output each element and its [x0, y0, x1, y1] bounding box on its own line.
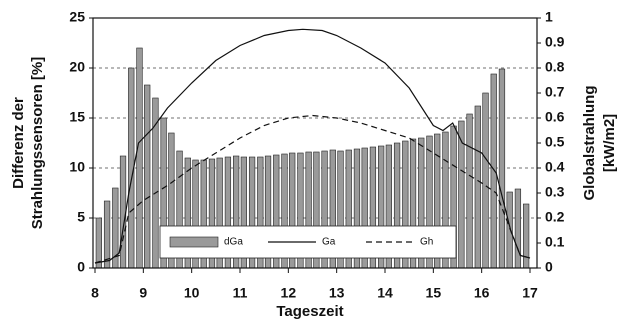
bar: [144, 84, 151, 269]
bar: [152, 97, 159, 269]
bar: [103, 200, 111, 269]
bar: [490, 73, 497, 269]
bar: [506, 191, 513, 269]
bar: [466, 113, 473, 269]
legend-label: Ga: [322, 237, 336, 248]
x-tick-label: 16: [474, 285, 490, 301]
y2-tick-label: 0.8: [545, 59, 565, 75]
y-tick-label: 15: [69, 109, 85, 125]
legend-label: Gh: [420, 237, 433, 248]
y-tick-label: 20: [69, 59, 85, 75]
y2-axis-label: Globalstrahlung: [581, 85, 598, 200]
bar: [523, 203, 530, 269]
line: [94, 28, 531, 264]
y2-tick-label: 0.1: [545, 234, 565, 250]
x-tick-label: 14: [377, 285, 393, 301]
y-tick-label: 10: [69, 159, 85, 175]
y2-tick-label: 0.3: [545, 184, 565, 200]
y2-tick-label: 0.4: [545, 159, 565, 175]
x-tick-label: 13: [329, 285, 345, 301]
x-tick-label: 9: [139, 285, 147, 301]
y2-tick-label: 0.6: [545, 109, 565, 125]
y-tick-label: 0: [77, 259, 85, 275]
y-axis-label: Differenz der: [10, 97, 27, 189]
bar: [514, 188, 522, 269]
y2-tick-label: 0.7: [545, 84, 565, 100]
y-axis-label: Strahlungssensoren [%]: [29, 57, 46, 230]
x-tick-label: 12: [281, 285, 297, 301]
line: [94, 114, 531, 264]
bar: [474, 105, 481, 269]
plot-frame: [92, 17, 538, 269]
y-tick-label: 5: [77, 209, 85, 225]
y2-axis-label: [kW/m2]: [601, 114, 618, 172]
bar: [136, 47, 143, 269]
x-tick-label: 17: [522, 285, 538, 301]
y2-tick-label: 0.9: [545, 34, 565, 50]
y2-tick-label: 1: [545, 9, 553, 25]
bar: [498, 68, 506, 269]
y-tick-label: 25: [69, 9, 85, 25]
x-axis-label: Tageszeit: [276, 303, 343, 320]
x-tick-label: 8: [91, 285, 99, 301]
legend-label: dGa: [224, 237, 243, 248]
x-tick-label: 11: [233, 285, 248, 301]
legend-swatch: [169, 236, 219, 248]
bar: [119, 155, 127, 269]
x-tick-label: 10: [184, 285, 200, 301]
y2-tick-label: 0.5: [545, 134, 565, 150]
x-tick-label: 15: [426, 285, 442, 301]
y2-tick-label: 0.2: [545, 209, 565, 225]
y2-tick-label: 0: [545, 259, 553, 275]
bar: [95, 217, 102, 269]
bar: [482, 92, 489, 269]
